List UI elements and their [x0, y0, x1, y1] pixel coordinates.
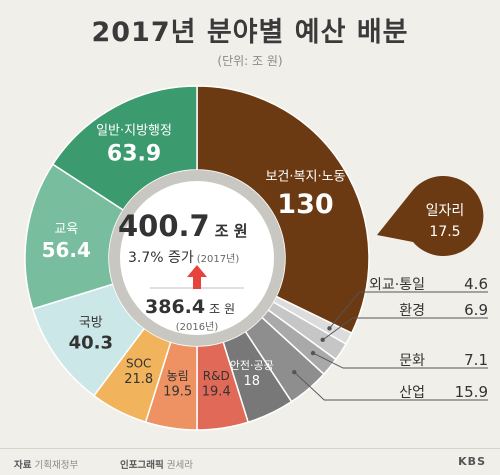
slice-value: 15.9: [455, 383, 488, 401]
slice-label: 산업: [399, 385, 425, 401]
callout-label: 일자리: [426, 203, 465, 219]
slice-label: 외교·통일: [369, 277, 425, 293]
slice-value: 19.5: [163, 385, 192, 400]
increase-arrow-icon: [187, 265, 207, 289]
slice-value: 4.6: [464, 275, 488, 293]
slice-label: 문화: [399, 353, 425, 369]
leader-line: [329, 291, 488, 329]
slice-label: 보건·복지·노동: [265, 170, 345, 185]
slice-value: 63.9: [107, 142, 161, 167]
total-value-number: 400.7: [118, 209, 210, 243]
leader-line: [322, 317, 488, 341]
callout-bubble: [377, 176, 484, 256]
slice-label: 환경: [399, 303, 425, 319]
slice-label: 교육: [54, 222, 78, 237]
source-label: 자료: [14, 460, 32, 471]
slice-value: 19.4: [202, 385, 231, 400]
source-text: 기획재정부: [34, 460, 79, 471]
credit-text: 권세라: [166, 460, 193, 471]
slice-value: 18: [243, 374, 260, 389]
previous-year: (2016년): [176, 321, 219, 333]
chart-unit: (단위: 조 원): [217, 54, 283, 68]
growth-year: (2017년): [197, 253, 240, 265]
slice-value: 56.4: [42, 238, 91, 262]
footer: 자료 기획재정부 인포그래픽 권세라 KBS: [0, 448, 500, 475]
slice-value: 21.8: [124, 372, 153, 387]
callout-value: 17.5: [429, 224, 460, 240]
slice-value: 40.3: [69, 332, 113, 353]
slice-label: 국방: [79, 316, 103, 331]
slice-label: 안전·공공: [230, 359, 274, 372]
growth-text: 3.7% 증가 (2017년): [128, 250, 239, 266]
slice-label: SOC: [126, 356, 151, 370]
source: 자료 기획재정부: [14, 457, 78, 471]
total-value: 400.7 조 원: [118, 209, 248, 243]
previous-total: 386.4 조 원: [145, 296, 235, 318]
credit: 인포그래픽 권세라: [120, 457, 193, 471]
slice-value: 6.9: [464, 301, 488, 319]
slice-label: 농림: [167, 369, 189, 383]
center-disc: [120, 181, 274, 335]
previous-total-unit: 조 원: [209, 302, 235, 316]
leader-line: [293, 371, 488, 401]
credit-label: 인포그래픽: [120, 460, 164, 471]
growth-percent: 3.7% 증가: [128, 250, 194, 266]
previous-total-number: 386.4: [145, 296, 205, 318]
slice-value: 7.1: [464, 351, 488, 369]
brand-logo: KBS: [458, 455, 486, 468]
leader-dot: [310, 350, 316, 356]
slice-label: 일반·지방행정: [96, 122, 172, 138]
leader-line: [312, 352, 488, 369]
slice-label: R&D: [203, 369, 230, 383]
slice-value: 130: [277, 189, 333, 220]
chart-title: 2017년 분야별 예산 배분: [91, 17, 409, 48]
total-value-unit: 조 원: [215, 222, 248, 240]
